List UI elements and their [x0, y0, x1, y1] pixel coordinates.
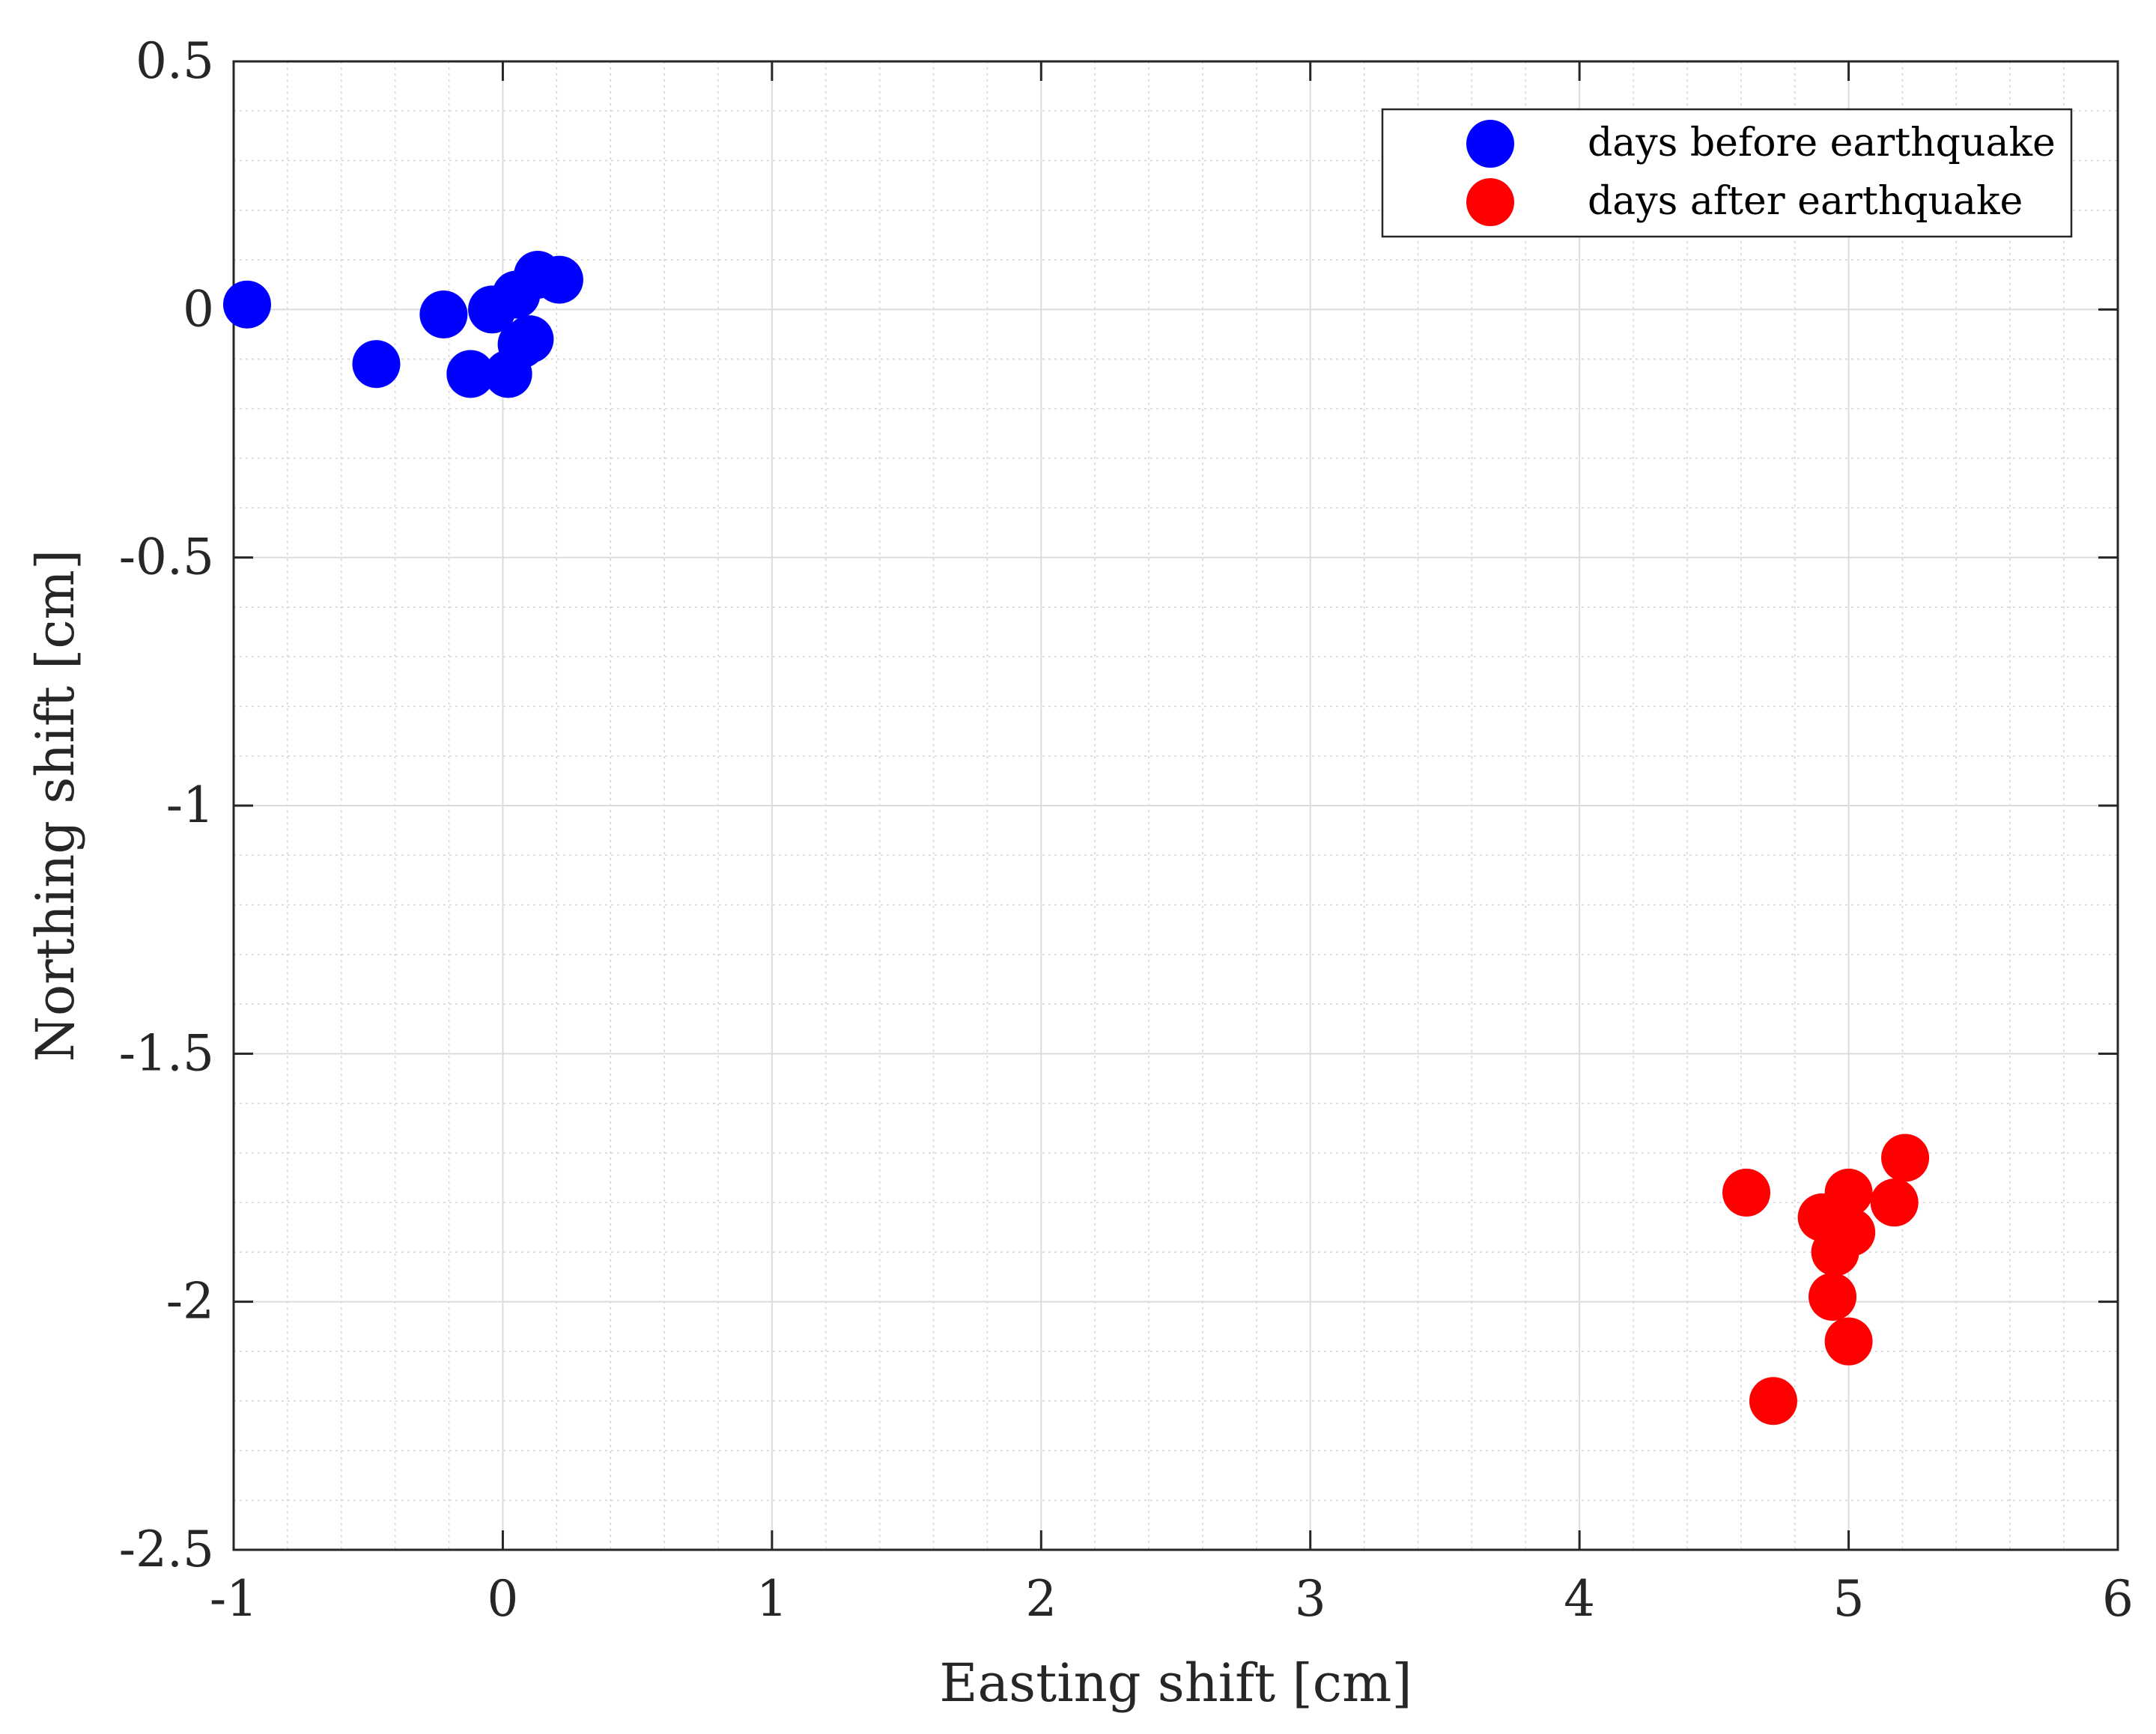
point-after — [1881, 1134, 1930, 1182]
legend: days before earthquake days after earthq… — [1381, 108, 2073, 238]
x-axis-title: Easting shift [cm] — [939, 1652, 1412, 1714]
x-tick-label: 6 — [2102, 1570, 2134, 1628]
point-before — [535, 255, 583, 304]
point-before — [352, 340, 401, 389]
y-tick-label: -1 — [166, 776, 214, 834]
y-tick-label: -0.5 — [119, 529, 214, 586]
point-before — [446, 350, 495, 398]
y-tick-label: 0 — [183, 280, 214, 338]
x-tick-label: 4 — [1564, 1570, 1595, 1628]
y-tick-label: -1.5 — [119, 1024, 214, 1082]
legend-marker-before — [1466, 120, 1514, 168]
point-after — [1870, 1178, 1919, 1227]
point-after — [1809, 1273, 1857, 1321]
y-axis-title: Northing shift [cm] — [25, 550, 86, 1062]
point-after — [1749, 1377, 1797, 1426]
point-before — [419, 290, 468, 338]
x-tick-label: -1 — [210, 1570, 258, 1628]
x-tick-label: 1 — [756, 1570, 788, 1628]
y-tick-label: 0.5 — [136, 32, 214, 90]
x-tick-label: 3 — [1295, 1570, 1326, 1628]
legend-label-after: days after earthquake — [1588, 179, 2023, 224]
x-tick-label: 0 — [487, 1570, 518, 1628]
y-tick-label: -2.5 — [119, 1521, 214, 1578]
point-before — [505, 315, 554, 364]
point-after — [1722, 1168, 1770, 1217]
point-after — [1827, 1208, 1876, 1256]
x-tick-labels: -1 0 1 2 3 4 5 6 — [210, 1570, 2134, 1628]
x-tick-label: 5 — [1833, 1570, 1865, 1628]
point-before — [222, 280, 271, 329]
y-tick-label: -2 — [166, 1273, 214, 1330]
legend-marker-after — [1466, 178, 1514, 226]
data-points — [222, 250, 1930, 1426]
x-tick-label: 2 — [1025, 1570, 1057, 1628]
legend-label-before: days before earthquake — [1588, 121, 2056, 165]
point-after — [1824, 1168, 1873, 1217]
point-after — [1824, 1317, 1873, 1366]
y-tick-labels: 0.5 0 -0.5 -1 -1.5 -2 -2.5 — [119, 32, 214, 1578]
